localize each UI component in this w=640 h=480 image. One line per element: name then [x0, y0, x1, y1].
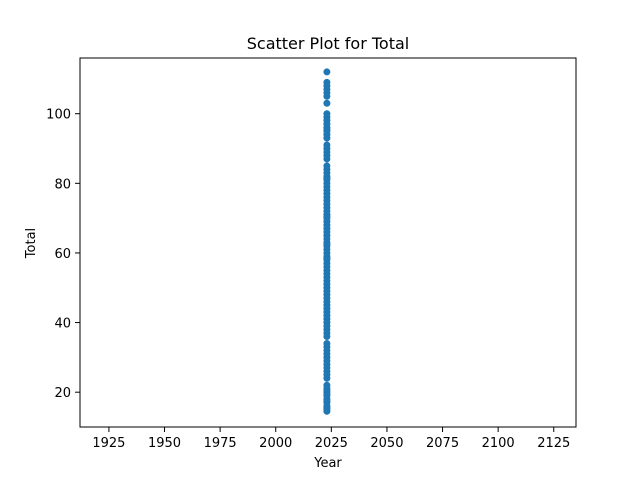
data-point [323, 346, 331, 354]
data-point [323, 386, 331, 394]
y-tick-label: 100 [46, 108, 71, 123]
data-point [323, 404, 331, 412]
x-tick-label: 2125 [537, 436, 570, 451]
x-tick-label: 2075 [426, 436, 459, 451]
y-tick-label: 60 [54, 247, 71, 262]
y-tick-label: 80 [54, 177, 71, 192]
data-point [323, 332, 331, 340]
y-axis-label: Total [24, 228, 39, 259]
x-tick-label: 2025 [315, 436, 348, 451]
x-tick-label: 1950 [148, 436, 181, 451]
x-tick-label: 2000 [259, 436, 292, 451]
data-point [323, 357, 331, 365]
y-axis: 20 40 60 80 100 [46, 108, 80, 401]
data-point [323, 125, 331, 133]
x-tick-label: 1925 [92, 436, 125, 451]
plot-area [323, 68, 331, 415]
data-point [323, 397, 331, 405]
data-point [323, 174, 331, 182]
x-axis-label: Year [313, 456, 342, 471]
data-point [323, 99, 331, 107]
data-point [323, 68, 331, 76]
data-point [323, 92, 331, 100]
chart-title: Scatter Plot for Total [247, 34, 410, 53]
data-point [323, 134, 331, 142]
data-point [323, 240, 331, 248]
x-axis: 1925 1950 1975 2000 2025 2050 2075 2100 2125 [92, 427, 570, 451]
data-point [323, 284, 331, 292]
data-point [323, 254, 331, 262]
axes-frame [79, 57, 577, 428]
x-tick-label: 2050 [370, 436, 403, 451]
x-tick-label: 1975 [204, 436, 237, 451]
data-point [323, 155, 331, 163]
x-tick-label: 2100 [482, 436, 515, 451]
y-tick-label: 20 [54, 386, 71, 401]
y-tick-label: 40 [54, 317, 71, 332]
data-point [323, 374, 331, 382]
data-point [323, 294, 331, 302]
data-point [323, 212, 331, 220]
